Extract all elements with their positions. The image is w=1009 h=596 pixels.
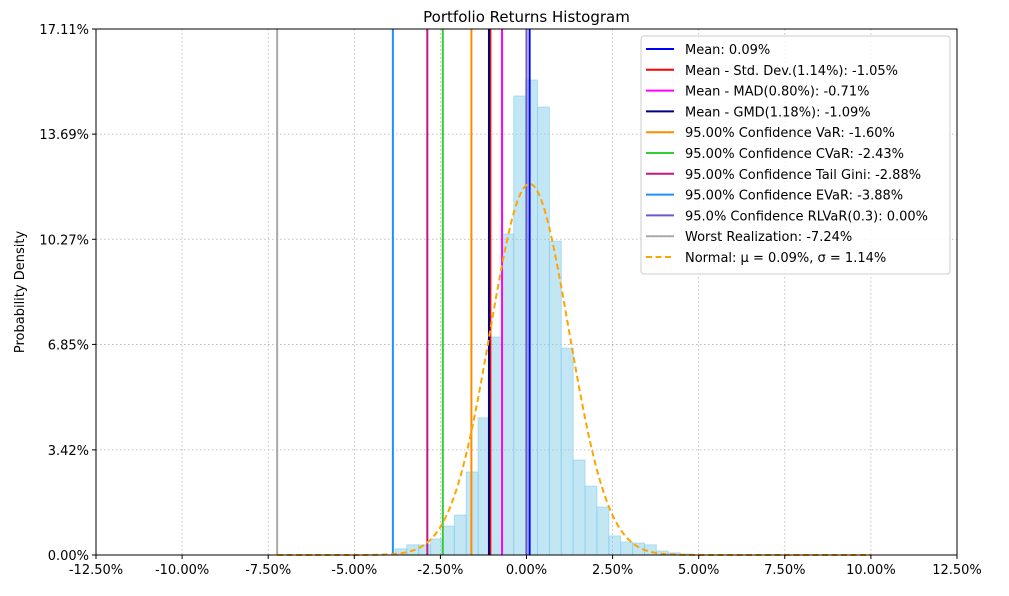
histogram-bar [513, 95, 527, 556]
x-tick-label: -10.00% [155, 563, 209, 578]
histogram-bar [548, 240, 562, 556]
histogram-bar [572, 459, 586, 556]
legend-label: Mean - MAD(0.80%): -0.71% [685, 85, 869, 100]
y-axis-label: Probability Density [13, 231, 28, 354]
histogram-bar [430, 538, 443, 556]
legend-label: 95.0% Confidence RLVaR(0.3): 0.00% [685, 209, 928, 224]
legend-label: Normal: μ = 0.09%, σ = 1.14% [685, 251, 886, 266]
legend-label: 95.00% Confidence Tail Gini: -2.88% [685, 168, 921, 183]
risk-lines [276, 29, 531, 555]
y-tick-label: 17.11% [39, 23, 89, 38]
x-tick-label: 2.50% [592, 563, 633, 578]
chart-title: Portfolio Returns Histogram [423, 8, 630, 26]
histogram-bar [608, 535, 622, 556]
x-tick-label: 0.00% [506, 563, 547, 578]
legend-label: Mean - GMD(1.18%): -1.09% [685, 105, 871, 120]
legend-label: 95.00% Confidence VaR: -1.60% [685, 126, 895, 141]
legend-label: Worst Realization: -7.24% [685, 230, 852, 245]
histogram-bar [441, 525, 455, 556]
y-tick-label: 6.85% [48, 338, 89, 353]
x-tick-label: -12.50% [69, 563, 123, 578]
histogram-bar [489, 336, 503, 556]
x-tick-label: -7.50% [245, 563, 291, 578]
histogram-bar [620, 541, 634, 556]
histogram-bar [596, 506, 610, 556]
x-tick-label: -2.50% [417, 563, 463, 578]
histogram-bar [453, 514, 467, 556]
x-tick-label: -5.00% [331, 563, 377, 578]
x-tick-label: 10.00% [846, 563, 896, 578]
y-tick-label: 0.00% [48, 549, 89, 564]
histogram-bars [394, 79, 693, 556]
legend-box [640, 35, 951, 275]
x-tick-label: 7.50% [764, 563, 805, 578]
histogram-bar [560, 347, 574, 556]
legend-label: Mean - Std. Dev.(1.14%): -1.05% [685, 64, 898, 79]
axis-ticks: -12.50% -10.00% -7.50% -5.00% -2.50% 0.00% 2.5… [39, 23, 981, 578]
y-tick-label: 3.42% [48, 444, 89, 459]
histogram-bar [501, 233, 515, 556]
x-tick-label: 5.00% [678, 563, 719, 578]
x-tick-label: 12.50% [932, 563, 982, 578]
histogram-bar [537, 106, 550, 556]
histogram-bar [584, 485, 598, 556]
legend: Mean: 0.09% Mean - Std. Dev.(1.14%): -1.0… [640, 35, 951, 275]
y-tick-label: 13.69% [39, 128, 89, 143]
legend-label: Mean: 0.09% [685, 43, 770, 58]
y-tick-label: 10.27% [39, 233, 89, 248]
legend-label: 95.00% Confidence CVaR: -2.43% [685, 147, 904, 162]
legend-label: 95.00% Confidence EVaR: -3.88% [685, 189, 903, 204]
